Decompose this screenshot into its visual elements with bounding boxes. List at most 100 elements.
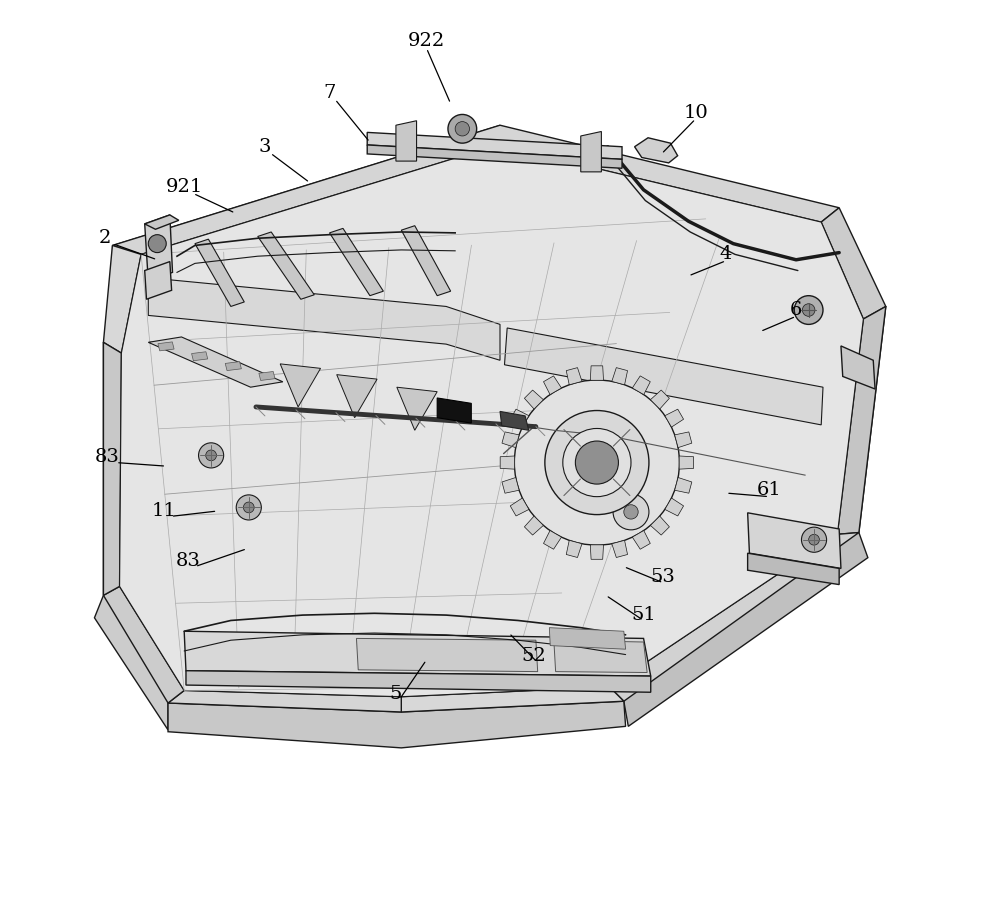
Polygon shape	[650, 516, 669, 536]
Polygon shape	[549, 627, 626, 649]
Polygon shape	[821, 208, 886, 319]
Text: 61: 61	[757, 482, 782, 500]
Polygon shape	[367, 132, 622, 159]
Circle shape	[624, 505, 638, 519]
Text: 921: 921	[166, 178, 203, 196]
Polygon shape	[280, 364, 321, 407]
Polygon shape	[112, 125, 839, 255]
Polygon shape	[554, 640, 647, 672]
Polygon shape	[665, 410, 684, 427]
Polygon shape	[148, 337, 283, 387]
Polygon shape	[401, 226, 451, 296]
Text: 11: 11	[151, 502, 176, 520]
Polygon shape	[665, 498, 684, 516]
Polygon shape	[103, 587, 184, 703]
Polygon shape	[158, 342, 174, 351]
Polygon shape	[566, 367, 582, 385]
Polygon shape	[397, 387, 437, 430]
Polygon shape	[195, 239, 244, 306]
Text: 5: 5	[390, 685, 402, 703]
Polygon shape	[524, 516, 543, 536]
Polygon shape	[635, 138, 678, 163]
Polygon shape	[367, 145, 622, 168]
Circle shape	[243, 502, 254, 513]
Polygon shape	[581, 131, 601, 172]
Text: 51: 51	[631, 606, 656, 624]
Polygon shape	[94, 342, 184, 730]
Polygon shape	[168, 701, 626, 748]
Circle shape	[575, 441, 618, 484]
Polygon shape	[632, 530, 650, 549]
Polygon shape	[500, 456, 515, 469]
Text: 52: 52	[522, 647, 546, 665]
Circle shape	[613, 494, 649, 530]
Text: 3: 3	[259, 138, 271, 156]
Text: 83: 83	[95, 448, 119, 466]
Polygon shape	[675, 478, 692, 493]
Polygon shape	[437, 398, 471, 423]
Polygon shape	[612, 540, 628, 557]
Circle shape	[206, 450, 216, 461]
Polygon shape	[103, 342, 121, 596]
Polygon shape	[502, 432, 519, 447]
Polygon shape	[225, 362, 241, 371]
Polygon shape	[330, 229, 383, 296]
Polygon shape	[145, 215, 173, 282]
Polygon shape	[148, 278, 500, 360]
Polygon shape	[609, 533, 859, 701]
Text: 4: 4	[720, 246, 732, 264]
Circle shape	[236, 495, 261, 520]
Polygon shape	[609, 306, 886, 726]
Polygon shape	[259, 372, 275, 381]
Text: 922: 922	[408, 32, 445, 50]
Polygon shape	[650, 390, 669, 409]
Text: 83: 83	[175, 553, 200, 571]
Circle shape	[801, 527, 827, 553]
Polygon shape	[396, 121, 417, 161]
Circle shape	[802, 304, 815, 316]
Polygon shape	[837, 306, 886, 535]
Circle shape	[148, 235, 166, 253]
Text: 10: 10	[683, 104, 708, 122]
Circle shape	[448, 114, 477, 143]
Text: 7: 7	[323, 84, 336, 102]
Polygon shape	[120, 145, 863, 697]
Polygon shape	[510, 498, 529, 516]
Polygon shape	[632, 376, 650, 394]
Circle shape	[455, 122, 469, 136]
Polygon shape	[502, 478, 519, 493]
Polygon shape	[590, 544, 603, 559]
Polygon shape	[544, 530, 561, 549]
Polygon shape	[112, 125, 500, 262]
Polygon shape	[337, 374, 377, 418]
Circle shape	[809, 535, 819, 545]
Polygon shape	[356, 638, 538, 671]
Polygon shape	[841, 346, 875, 389]
Polygon shape	[590, 365, 603, 381]
Text: 6: 6	[790, 301, 802, 319]
Polygon shape	[748, 513, 841, 569]
Circle shape	[199, 443, 224, 468]
Polygon shape	[192, 352, 208, 361]
Polygon shape	[258, 232, 314, 300]
Text: 2: 2	[99, 230, 111, 248]
Polygon shape	[103, 246, 141, 353]
Polygon shape	[145, 262, 172, 300]
Polygon shape	[184, 631, 651, 676]
Polygon shape	[544, 376, 561, 394]
Polygon shape	[675, 432, 692, 447]
Polygon shape	[401, 687, 624, 712]
Polygon shape	[612, 367, 628, 385]
Polygon shape	[510, 410, 529, 427]
Polygon shape	[500, 411, 529, 430]
Text: 53: 53	[651, 569, 676, 587]
Circle shape	[563, 428, 631, 497]
Polygon shape	[504, 328, 823, 425]
Circle shape	[545, 410, 649, 515]
Polygon shape	[748, 554, 839, 585]
Polygon shape	[679, 456, 694, 469]
Polygon shape	[145, 215, 179, 230]
Polygon shape	[168, 690, 401, 712]
Circle shape	[794, 296, 823, 324]
Polygon shape	[566, 540, 582, 557]
